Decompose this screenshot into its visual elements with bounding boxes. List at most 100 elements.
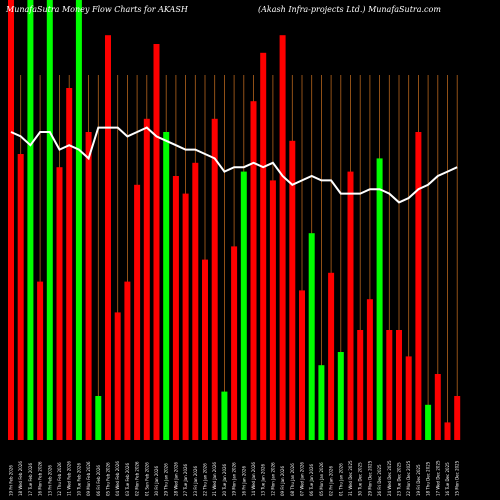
money-flow-bar bbox=[299, 290, 305, 440]
money-flow-bar bbox=[56, 167, 63, 440]
x-tick-label: 19 Fri Dec 2025 bbox=[416, 464, 421, 496]
money-flow-bar bbox=[46, 0, 53, 440]
x-tick-label: 10 Tue Feb 2026 bbox=[76, 463, 81, 496]
x-tick-label: 22 Thu Jan 2026 bbox=[203, 463, 208, 496]
money-flow-bar bbox=[134, 184, 141, 440]
money-flow-bar bbox=[17, 154, 24, 440]
x-tick-label: 05 Thu Feb 2026 bbox=[106, 462, 111, 496]
money-flow-bar bbox=[366, 299, 373, 440]
x-tick-label: 22 Mon Dec 2025 bbox=[406, 460, 411, 496]
x-tick-label: 19 Mon Jan 2026 bbox=[232, 462, 237, 496]
x-tick-label: 28 Wed Jan 2026 bbox=[173, 462, 178, 496]
x-tick-label: 26 Fri Dec 2025 bbox=[377, 464, 382, 496]
x-tick-label: 19 Fri Feb 2026 bbox=[9, 465, 14, 496]
money-flow-bar bbox=[347, 171, 354, 440]
x-tick-label: 13 Fri Feb 2026 bbox=[47, 465, 52, 496]
money-flow-bar bbox=[405, 356, 412, 440]
money-flow-bar bbox=[250, 101, 257, 440]
chart-subtitle: (Akash Infra-projects Ltd.) MunafaSutra.… bbox=[258, 5, 441, 14]
money-flow-bar bbox=[328, 272, 335, 440]
money-flow-bar bbox=[172, 176, 179, 440]
money-flow-bar bbox=[27, 0, 34, 440]
money-flow-bar bbox=[279, 35, 286, 440]
money-flow-bar bbox=[454, 396, 461, 440]
money-flow-bar bbox=[337, 352, 344, 440]
x-tick-label: 23 Tue Dec 2025 bbox=[397, 462, 402, 496]
x-tick-label: 20 Tue Jan 2026 bbox=[222, 463, 227, 496]
money-flow-bars bbox=[8, 0, 461, 441]
x-tick-label: 07 Wed Jan 2026 bbox=[300, 462, 305, 496]
money-flow-bar bbox=[357, 330, 364, 440]
money-flow-bar bbox=[231, 246, 238, 440]
money-flow-bar bbox=[163, 132, 170, 440]
x-tick-label: 06 Tue Jan 2026 bbox=[309, 463, 314, 496]
money-flow-bar bbox=[105, 35, 111, 440]
x-tick-label: 16 Mon Feb 2026 bbox=[38, 461, 43, 496]
x-tick-label: 14 Wed Jan 2026 bbox=[251, 462, 256, 496]
x-tick-label: 08 Thu Jan 2026 bbox=[290, 463, 295, 496]
x-axis-tick-labels: 19 Fri Feb 2026 18 Wed Feb 2026 17 Tue Feb… bbox=[9, 460, 460, 496]
x-tick-label: 31 Wed Dec 2025 bbox=[348, 460, 353, 496]
money-flow-bar bbox=[396, 330, 402, 440]
x-tick-label: 01 Sun Feb 2026 bbox=[144, 462, 149, 496]
x-tick-label: 29 Mon Dec 2025 bbox=[367, 460, 372, 496]
x-tick-label: 09 Fri Jan 2026 bbox=[280, 466, 285, 496]
money-flow-bar bbox=[318, 365, 325, 440]
money-flow-bar bbox=[444, 422, 451, 440]
money-flow-bar bbox=[192, 162, 199, 441]
money-flow-bar bbox=[75, 0, 82, 440]
money-flow-bar bbox=[95, 396, 102, 440]
x-tick-label: 29 Thu Jan 2026 bbox=[164, 463, 169, 496]
money-flow-bar bbox=[202, 259, 208, 440]
moving-average-line bbox=[10, 126, 458, 204]
money-flow-bar bbox=[85, 132, 92, 440]
money-flow-bar bbox=[153, 44, 160, 440]
x-tick-label: 21 Wed Jan 2026 bbox=[212, 462, 217, 496]
x-tick-label: 09 Mon Feb 2026 bbox=[86, 461, 91, 496]
x-tick-label: 05 Mon Jan 2026 bbox=[319, 462, 324, 496]
money-flow-bar bbox=[269, 180, 276, 440]
money-flow-bar bbox=[37, 281, 44, 440]
x-tick-label: 02 Fri Jan 2026 bbox=[329, 466, 334, 496]
x-tick-label: 18 Thu Dec 2025 bbox=[426, 461, 431, 496]
money-flow-bar bbox=[260, 52, 267, 441]
x-tick-label: 23 Fri Jan 2026 bbox=[193, 466, 198, 496]
x-tick-label: 17 Wed Dec 2025 bbox=[435, 460, 440, 496]
x-tick-label: 30 Tue Dec 2025 bbox=[358, 462, 363, 496]
x-tick-label: 16 Tue Dec 2025 bbox=[445, 462, 450, 496]
money-flow-bar bbox=[211, 118, 218, 441]
money-flow-bar bbox=[434, 374, 441, 440]
x-tick-label: 30 Fri Jan 2026 bbox=[154, 466, 159, 496]
x-tick-label: 03 Tue Feb 2026 bbox=[125, 463, 130, 496]
x-tick-label: 18 Wed Feb 2026 bbox=[18, 461, 23, 496]
x-tick-label: 11 Wed Feb 2026 bbox=[67, 461, 72, 496]
x-tick-label: 17 Tue Feb 2026 bbox=[28, 463, 33, 496]
x-tick-label: 04 Wed Feb 2026 bbox=[115, 461, 120, 496]
money-flow-bar bbox=[114, 312, 121, 440]
money-flow-bar bbox=[289, 140, 296, 441]
x-tick-label: 12 Mon Jan 2026 bbox=[270, 462, 275, 496]
x-tick-label: 02 Mon Feb 2026 bbox=[135, 461, 140, 496]
money-flow-bar bbox=[376, 158, 383, 440]
money-flow-bar bbox=[143, 118, 150, 441]
x-tick-label: 13 Tue Jan 2026 bbox=[261, 463, 266, 496]
money-flow-bar bbox=[425, 404, 432, 440]
money-flow-bar bbox=[415, 132, 422, 440]
money-flow-bar bbox=[240, 171, 247, 440]
money-flow-bar bbox=[221, 391, 228, 440]
x-tick-label: 01 Thu Jan 2026 bbox=[338, 463, 343, 496]
x-tick-label: 12 Thu Feb 2026 bbox=[57, 462, 62, 496]
x-tick-label: 15 Mon Dec 2025 bbox=[455, 460, 460, 496]
x-tick-label: 24 Wed Dec 2025 bbox=[387, 460, 392, 496]
x-tick-label: 16 Fri Jan 2026 bbox=[241, 466, 246, 496]
money-flow-bar bbox=[124, 281, 131, 440]
money-flow-bar bbox=[182, 193, 189, 440]
x-tick-label: 06 Fri Feb 2026 bbox=[96, 465, 101, 496]
x-tick-label: 27 Tue Jan 2026 bbox=[183, 463, 188, 496]
money-flow-bar bbox=[308, 233, 315, 440]
chart-title: MunafaSutra Money Flow Charts for AKASH bbox=[6, 5, 188, 14]
money-flow-bar bbox=[66, 88, 73, 440]
money-flow-bar bbox=[8, 0, 14, 440]
money-flow-bar bbox=[386, 330, 393, 440]
